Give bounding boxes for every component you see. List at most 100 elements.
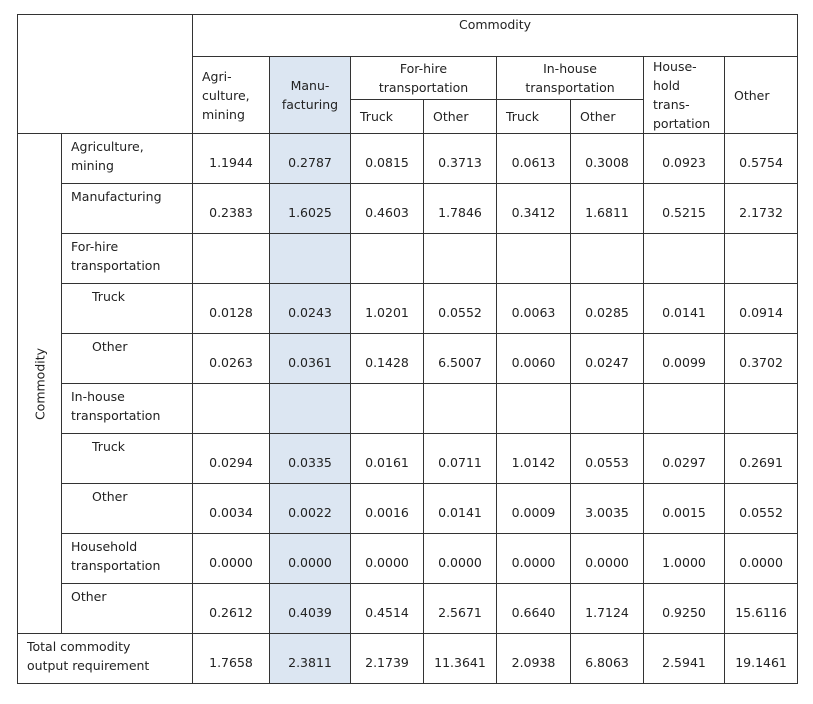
total-value: 2.1739	[350, 633, 424, 684]
table-cell: 0.3008	[570, 133, 644, 184]
total-row: Total commodity output requirement 1.765…	[17, 633, 799, 684]
table-cell: 0.0000	[269, 533, 351, 584]
table-cell	[423, 233, 497, 284]
table-cell: 1.7124	[570, 583, 644, 634]
table-cell: 0.0000	[496, 533, 571, 584]
table-cell: 0.0000	[570, 533, 644, 584]
table-cell	[496, 383, 571, 434]
row-group-label: Commodity	[17, 133, 62, 634]
table-cell	[723, 383, 799, 434]
table-cell	[643, 383, 725, 434]
table-cell: 0.4514	[350, 583, 424, 634]
table-cell: 0.0063	[496, 283, 571, 334]
table-cell: 1.0142	[496, 433, 571, 484]
table-cell: 1.0201	[350, 283, 424, 334]
table-cell: 0.0161	[350, 433, 424, 484]
table-cell: 0.0034	[192, 483, 270, 534]
table-cell: 0.0552	[423, 283, 497, 334]
row-label: Agriculture, mining	[61, 133, 193, 184]
col-header-inhouse: In-house transportation	[496, 56, 644, 100]
table-cell: 0.3412	[496, 183, 571, 234]
total-value: 11.3641	[423, 633, 497, 684]
col-header-other: Other	[723, 56, 799, 134]
commodity-column-title: Commodity	[191, 14, 799, 57]
table-cell: 1.6811	[570, 183, 644, 234]
table-cell: 0.0335	[269, 433, 351, 484]
table-row: Manufacturing 0.2383 1.6025 0.4603 1.7846 0.3…	[18, 183, 799, 234]
table-cell	[723, 233, 799, 284]
table-cell	[423, 383, 497, 434]
table-cell: 0.0141	[423, 483, 497, 534]
table-cell: 2.1732	[723, 183, 799, 234]
table-cell: 0.5754	[723, 133, 799, 184]
table-cell: 0.0247	[570, 333, 644, 384]
table-cell: 0.3713	[423, 133, 497, 184]
table-cell: 0.0141	[643, 283, 725, 334]
table-cell: 3.0035	[570, 483, 644, 534]
table-cell	[192, 233, 270, 284]
table-cell: 0.4603	[350, 183, 424, 234]
table-cell	[192, 383, 270, 434]
table-cell: 0.0060	[496, 333, 571, 384]
table-cell: 0.2691	[723, 433, 799, 484]
col-header-forhire: For-hire transportation	[350, 56, 497, 100]
table-cell: 0.2787	[269, 133, 351, 184]
table-cell: 0.0285	[570, 283, 644, 334]
table-cell: 0.9250	[643, 583, 725, 634]
table-cell: 0.0015	[643, 483, 725, 534]
row-label: For-hire transportation	[61, 233, 193, 284]
table-row: Household transportation 0.0000 0.0000 0.00…	[18, 533, 799, 584]
total-value: 1.7658	[192, 633, 270, 684]
table-cell: 0.0552	[723, 483, 799, 534]
table-cell: 0.0000	[350, 533, 424, 584]
table-cell	[350, 233, 424, 284]
table-row: Other 0.0263 0.0361 0.1428 6.5007 0.0060 0.024…	[18, 333, 799, 384]
table-cell: 0.1428	[350, 333, 424, 384]
table-cell: 0.0243	[269, 283, 351, 334]
row-label: Other	[61, 583, 193, 634]
commodity-requirements-table: Commodity Agri- culture, mining Manu- fa…	[17, 14, 799, 684]
table-cell: 0.0923	[643, 133, 725, 184]
table-cell: 15.6116	[723, 583, 799, 634]
col-header-household: House- hold trans- portation	[643, 56, 725, 134]
sub-header-inhouse-other: Other	[570, 98, 644, 135]
table-cell: 0.0297	[643, 433, 725, 484]
table-cell: 1.6025	[269, 183, 351, 234]
col-header-agriculture: Agri- culture, mining	[192, 56, 270, 134]
table-cell: 0.0000	[192, 533, 270, 584]
total-value: 2.5941	[643, 633, 725, 684]
total-value: 2.3811	[269, 633, 351, 684]
table-row: Commodity Agriculture, mining 1.1944 0.2787…	[17, 133, 799, 634]
row-label: Other	[61, 483, 193, 534]
col-header-manufacturing: Manu- facturing	[269, 56, 351, 134]
sub-header-inhouse-truck: Truck	[496, 98, 571, 135]
total-value: 2.0938	[496, 633, 571, 684]
total-value: 19.1461	[723, 633, 799, 684]
table-cell	[570, 383, 644, 434]
table-cell: 0.0099	[643, 333, 725, 384]
table-row: For-hire transportation	[18, 233, 799, 284]
table-cell: 1.7846	[423, 183, 497, 234]
total-row-label: Total commodity output requirement	[17, 633, 193, 684]
table-row: In-house transportation	[18, 383, 799, 434]
table-cell: 0.0000	[723, 533, 799, 584]
table-cell: 0.4039	[269, 583, 351, 634]
row-label: Truck	[61, 433, 193, 484]
table-cell: 0.0294	[192, 433, 270, 484]
table-cell	[496, 233, 571, 284]
table-cell: 6.5007	[423, 333, 497, 384]
table-cell: 1.1944	[192, 133, 270, 184]
table-cell: 0.0128	[192, 283, 270, 334]
table-cell: 1.0000	[643, 533, 725, 584]
table-cell	[643, 233, 725, 284]
sub-header-forhire-truck: Truck	[350, 98, 424, 135]
row-label: Manufacturing	[61, 183, 193, 234]
sub-header-forhire-other: Other	[423, 98, 497, 135]
table-cell: 2.5671	[423, 583, 497, 634]
table-cell: 0.3702	[723, 333, 799, 384]
total-value: 6.8063	[570, 633, 644, 684]
table-row: Other 0.0034 0.0022 0.0016 0.0141 0.0009 3.003…	[18, 483, 799, 534]
table-cell: 0.0022	[269, 483, 351, 534]
table-cell: 0.0711	[423, 433, 497, 484]
row-label: Other	[61, 333, 193, 384]
